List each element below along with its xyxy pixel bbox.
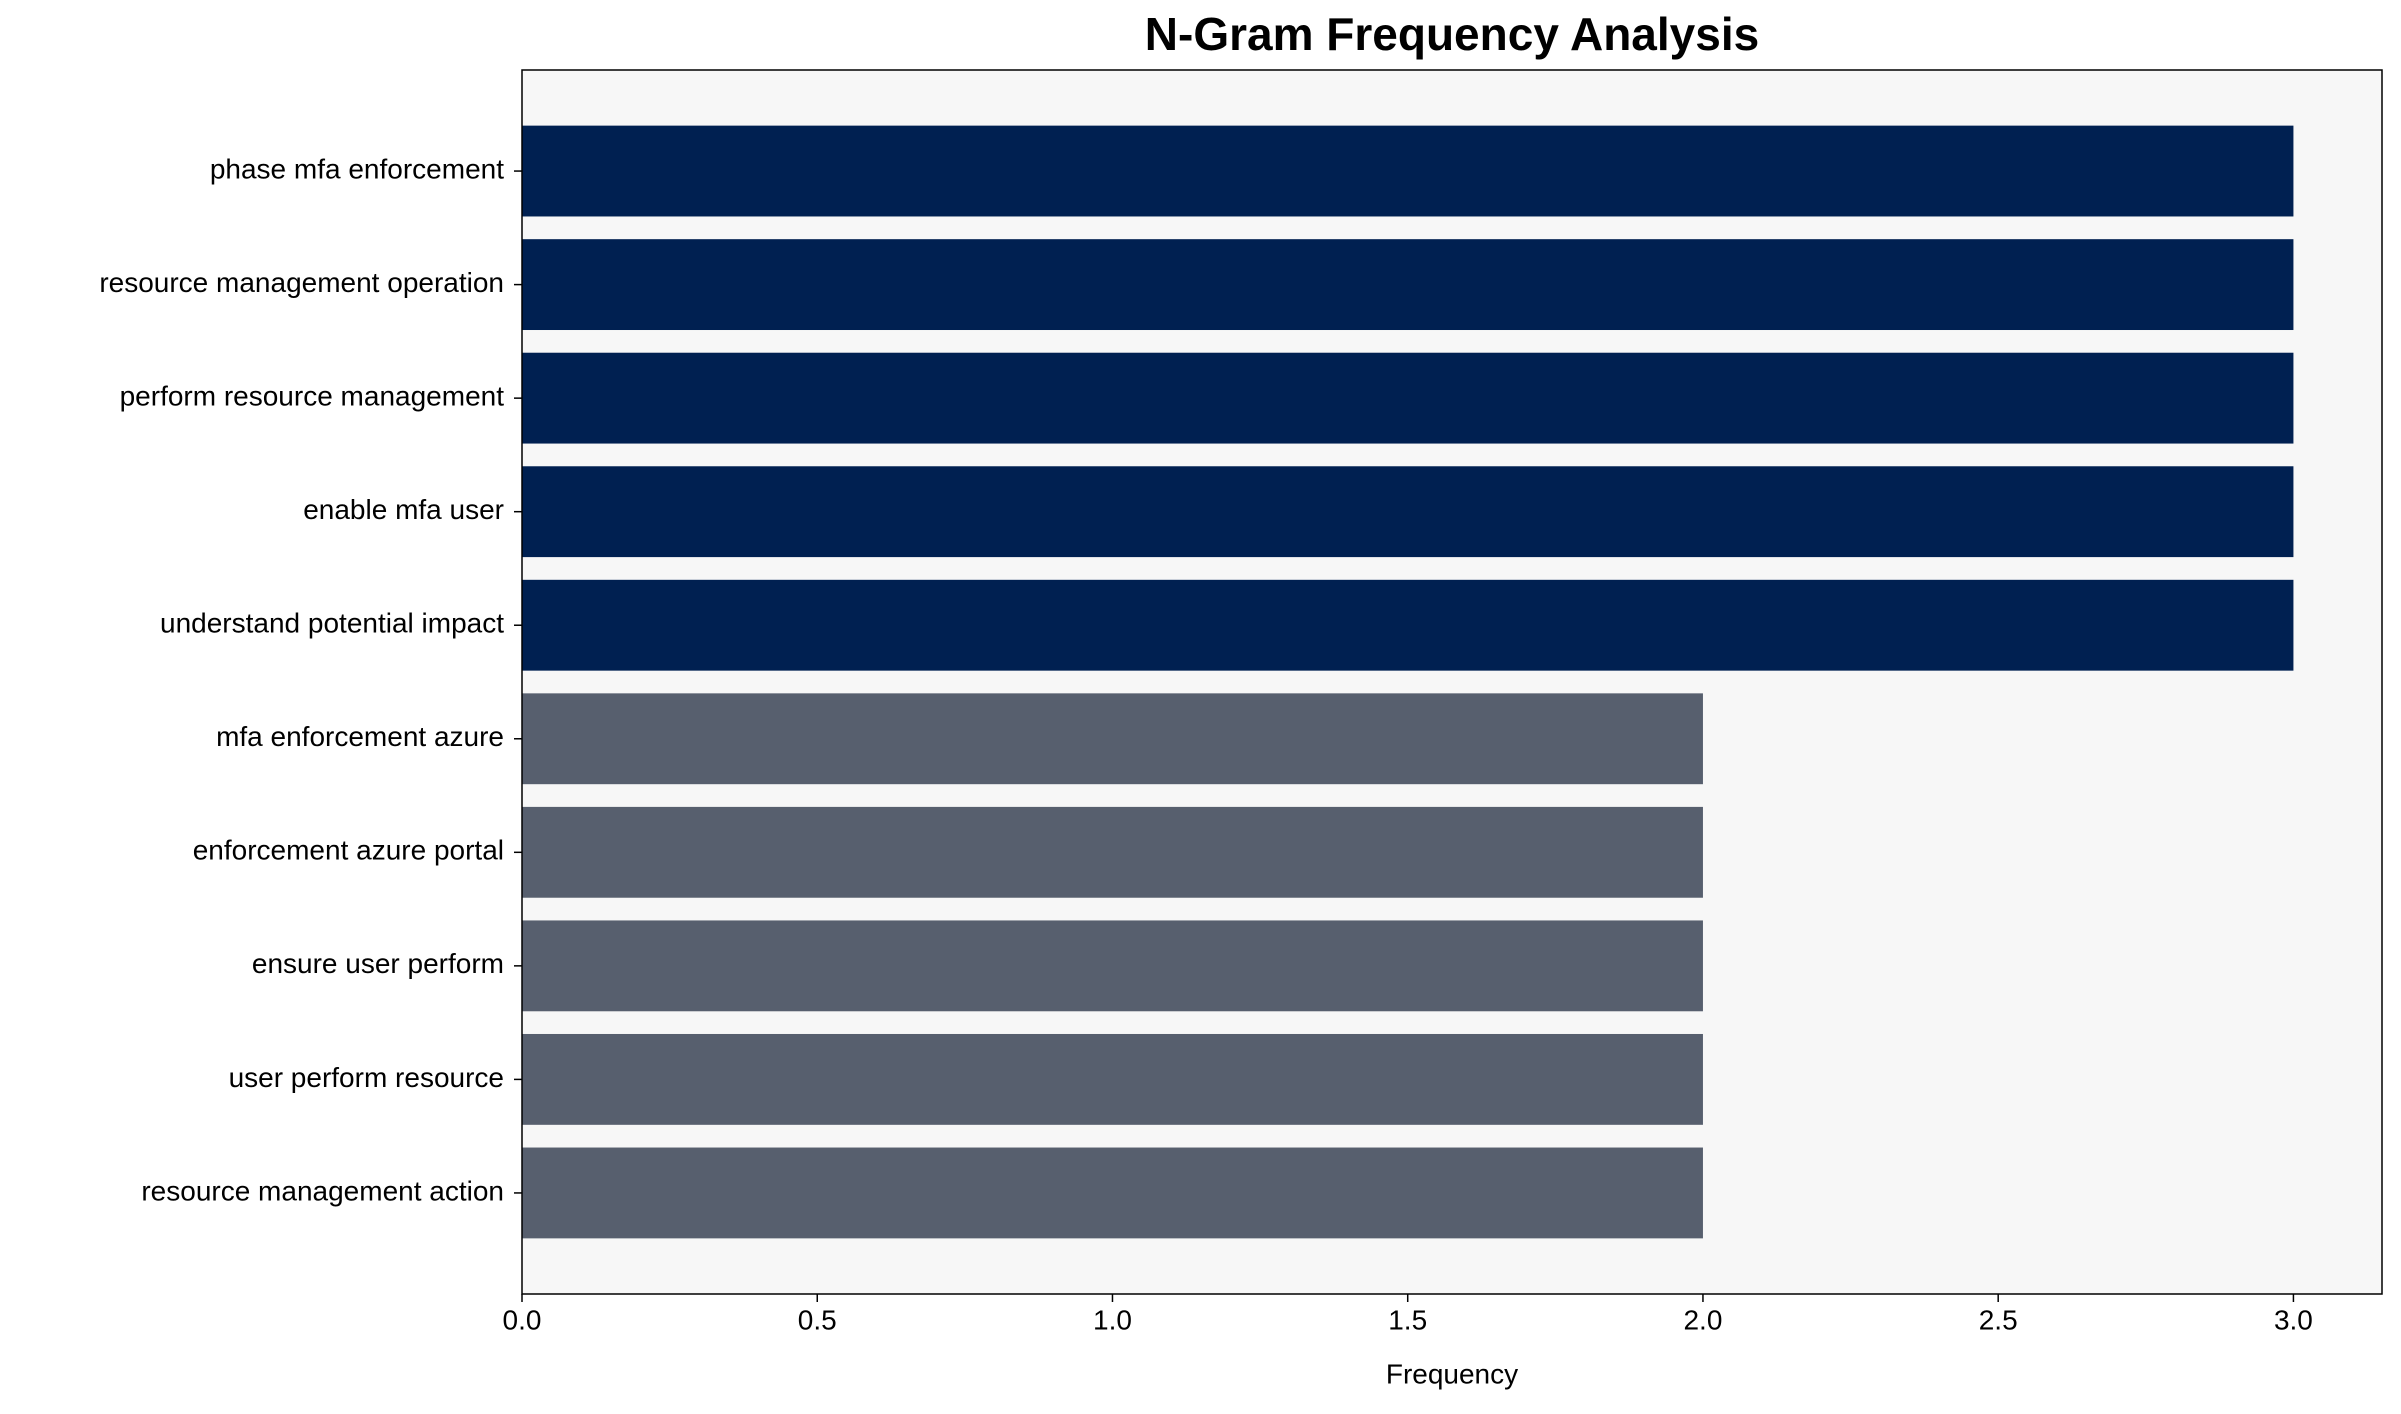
bar [522,466,2294,558]
y-tick-label: understand potential impact [160,608,504,639]
x-tick-label: 1.5 [1388,1304,1427,1335]
y-tick-label: perform resource management [120,381,505,412]
y-tick-label: resource management action [141,1175,504,1206]
x-tick-label: 3.0 [2274,1304,2313,1335]
y-tick-label: resource management operation [99,267,504,298]
chart-title: N-Gram Frequency Analysis [1145,8,1759,60]
bar [522,1147,1703,1239]
plot-frame [521,69,2383,1295]
bar [522,239,2294,331]
bar [522,920,1703,1012]
y-tick-label: enable mfa user [303,494,504,525]
y-tick-label: phase mfa enforcement [210,153,504,184]
bar [522,352,2294,444]
bar [522,125,2294,217]
x-tick-label: 0.5 [798,1304,837,1335]
bar [522,806,1703,898]
x-tick-label: 2.0 [1683,1304,1722,1335]
x-tick-label: 0.0 [503,1304,542,1335]
x-tick-label: 2.5 [1979,1304,2018,1335]
bar [522,1033,1703,1125]
y-tick-label: mfa enforcement azure [216,721,504,752]
x-axis-label: Frequency [1386,1358,1518,1389]
y-tick-label: user perform resource [229,1062,504,1093]
y-tick-label: enforcement azure portal [193,835,504,866]
x-tick-label: 1.0 [1093,1304,1132,1335]
bar [522,579,2294,671]
y-tick-label: ensure user perform [252,948,504,979]
bar [522,693,1703,785]
